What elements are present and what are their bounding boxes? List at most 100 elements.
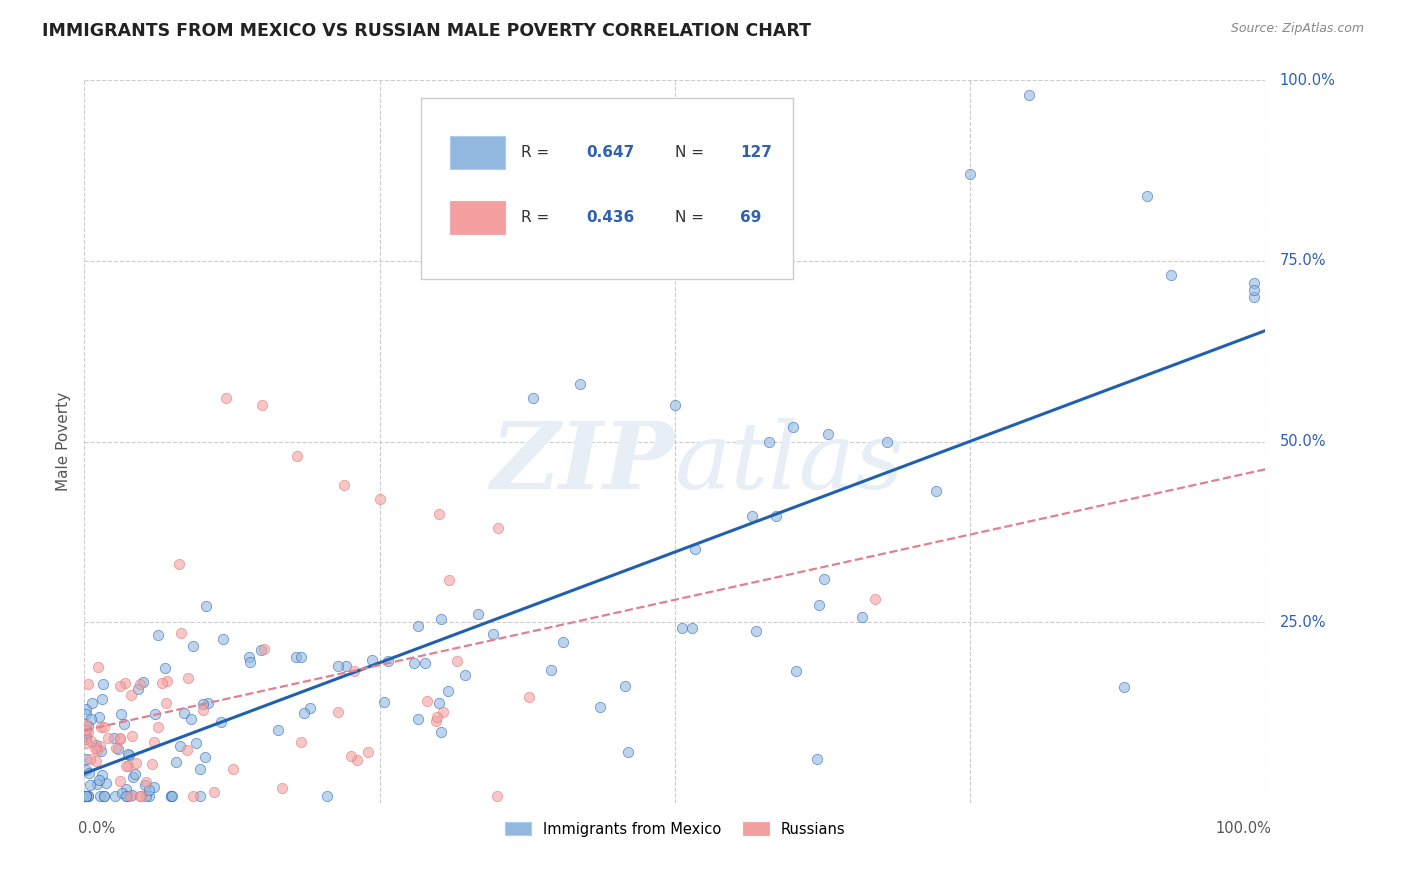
Point [142, 780, 165, 795]
Point [806, 752, 828, 766]
Text: 25.0%: 25.0% [1279, 615, 1326, 630]
Point [426, 710, 449, 724]
Point [540, 663, 562, 677]
Text: 127: 127 [740, 145, 772, 160]
Text: N =: N = [675, 210, 709, 225]
Point [89, 739, 111, 753]
Point [141, 757, 163, 772]
Point [551, 635, 574, 649]
Point [104, 741, 127, 756]
Point [402, 656, 425, 670]
Text: N =: N = [675, 145, 709, 160]
Point [683, 542, 706, 557]
Point [249, 643, 271, 657]
Point [134, 778, 156, 792]
Point [188, 789, 211, 803]
Point [153, 661, 176, 675]
Point [316, 789, 339, 803]
Point [80, 712, 103, 726]
Point [785, 664, 807, 678]
Point [758, 434, 780, 449]
Point [138, 789, 160, 803]
Point [176, 742, 198, 756]
Point [339, 749, 361, 764]
Point [1243, 283, 1265, 297]
Point [114, 676, 136, 690]
Point [335, 659, 357, 673]
Point [416, 694, 439, 708]
Point [90, 720, 112, 734]
Point [91, 768, 114, 782]
Point [413, 657, 436, 671]
Point [80, 733, 103, 747]
Point [118, 747, 141, 762]
Point [131, 674, 153, 689]
Point [1243, 276, 1265, 290]
Text: 100.0%: 100.0% [1279, 73, 1336, 87]
Point [173, 706, 195, 720]
Point [86, 742, 108, 756]
Point [681, 620, 703, 634]
Point [436, 683, 458, 698]
Point [181, 640, 204, 654]
Point [155, 696, 177, 710]
Point [120, 688, 142, 702]
Point [115, 789, 138, 803]
Point [165, 756, 187, 770]
Point [75, 723, 97, 737]
Point [160, 789, 183, 803]
Point [89, 710, 111, 724]
Point [160, 789, 183, 803]
Point [486, 789, 509, 803]
Point [195, 599, 218, 613]
Point [285, 649, 308, 664]
Point [107, 742, 129, 756]
Text: 69: 69 [740, 210, 761, 225]
Point [77, 719, 100, 733]
Point [197, 696, 219, 710]
Point [93, 789, 115, 803]
Point [75, 718, 97, 732]
Point [118, 789, 141, 803]
Point [128, 677, 150, 691]
Point [129, 789, 152, 803]
Point [110, 731, 132, 746]
Point [86, 776, 108, 790]
Point [1112, 680, 1135, 694]
Text: 0.0%: 0.0% [79, 821, 115, 836]
Point [146, 720, 169, 734]
Point [1136, 189, 1159, 203]
Point [75, 706, 97, 721]
Point [437, 573, 460, 587]
Point [343, 664, 366, 678]
Point [110, 731, 132, 745]
Point [425, 714, 447, 728]
Point [76, 789, 98, 803]
Point [75, 789, 97, 803]
Point [1160, 268, 1182, 283]
Point [115, 782, 138, 797]
Point [1018, 87, 1040, 102]
Point [239, 655, 262, 669]
Point [298, 701, 321, 715]
Text: 0.436: 0.436 [586, 210, 634, 225]
Point [346, 753, 368, 767]
Point [110, 707, 132, 722]
Point [356, 746, 378, 760]
Point [211, 632, 233, 646]
Text: Source: ZipAtlas.com: Source: ZipAtlas.com [1230, 22, 1364, 36]
Point [143, 706, 166, 721]
Point [373, 695, 395, 709]
Point [446, 654, 468, 668]
Point [148, 628, 170, 642]
Text: R =: R = [522, 210, 554, 225]
Point [115, 759, 138, 773]
Point [209, 714, 232, 729]
Point [328, 659, 350, 673]
Point [108, 774, 131, 789]
FancyBboxPatch shape [420, 98, 793, 279]
Point [75, 702, 97, 716]
Point [75, 731, 97, 746]
Point [253, 642, 276, 657]
Point [432, 705, 454, 719]
